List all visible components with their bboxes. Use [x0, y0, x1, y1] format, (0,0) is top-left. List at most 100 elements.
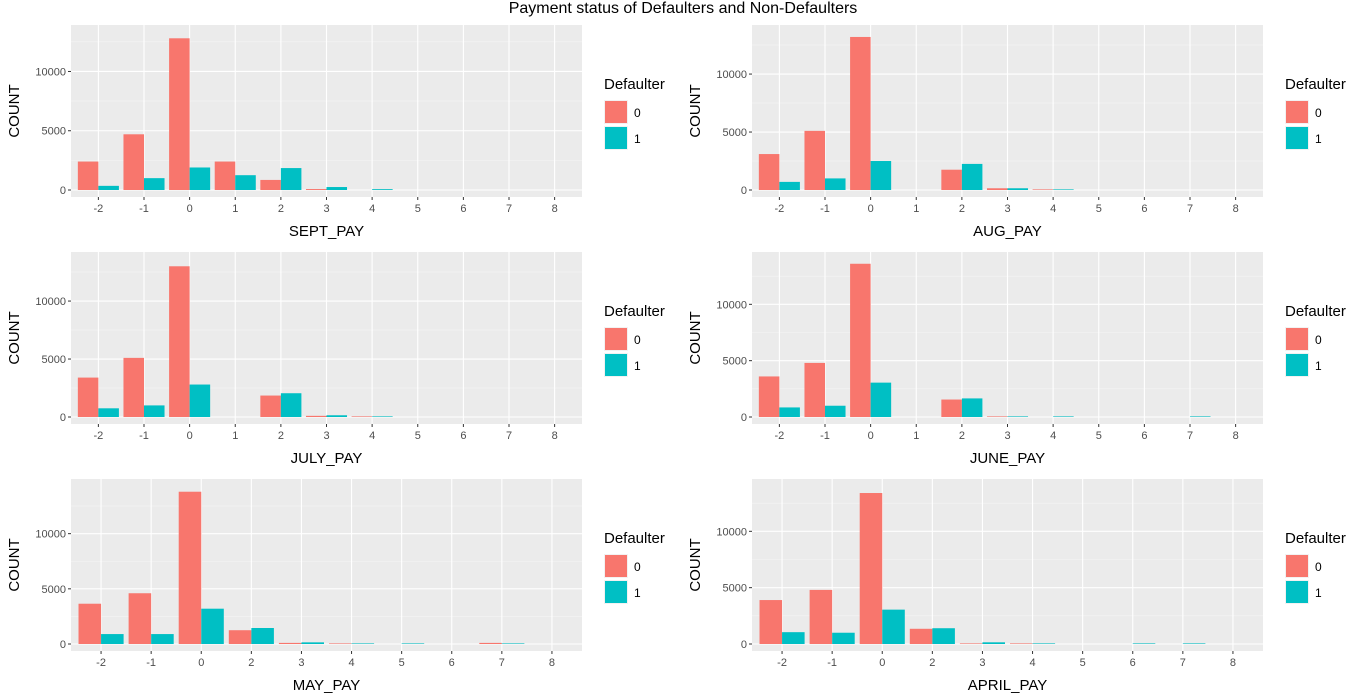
bar-july_pay-defaulter-1--2 — [98, 408, 119, 417]
bar-sept_pay-defaulter-0-2 — [260, 179, 281, 190]
legend-label-0: 0 — [1315, 106, 1322, 120]
bar-june_pay-defaulter-1-0 — [870, 382, 892, 417]
bar-april_pay-defaulter-1-0 — [882, 609, 905, 644]
bar-july_pay-defaulter-0--2 — [77, 377, 99, 417]
bar-may_pay-defaulter-1--2 — [101, 634, 124, 644]
x-tick-label: -2 — [777, 657, 787, 669]
x-tick-label: 4 — [348, 657, 354, 669]
legend-key-1 — [605, 581, 627, 603]
x-tick-label: 5 — [1096, 430, 1102, 442]
x-tick-label: 7 — [499, 657, 505, 669]
x-tick-label: 1 — [232, 203, 238, 215]
x-axis-label: AUG_PAY — [973, 223, 1042, 240]
x-tick-label: 7 — [1187, 430, 1193, 442]
y-tick-label: 10000 — [35, 529, 66, 541]
bar-aug_pay-defaulter-1-2 — [961, 163, 983, 190]
chart-panel-june-pay: 0 5000 10000 -2 -1 0 1 2 3 4 5 6 7 8 JUNE_PAY COUNT Defa… — [687, 252, 1346, 467]
bar-july_pay-defaulter-1-3 — [326, 415, 348, 417]
bar-may_pay-defaulter-0-2 — [228, 630, 252, 644]
y-tick-label: 5000 — [42, 126, 66, 138]
x-tick-label: 2 — [959, 203, 965, 215]
bar-june_pay-defaulter-1-7 — [1190, 416, 1211, 417]
chart-panel-april-pay: 0 5000 10000 -2 -1 0 2 3 4 5 6 7 8 APRIL_PAY COUNT Defa… — [687, 479, 1346, 694]
legend-label-1: 1 — [634, 132, 641, 146]
legend-title: Defaulter — [1285, 303, 1346, 320]
x-tick-label: 2 — [929, 657, 935, 669]
y-tick-label: 0 — [60, 412, 66, 424]
y-axis-label: COUNT — [687, 311, 704, 364]
x-axis-label: MAY_PAY — [293, 677, 361, 694]
x-tick-label: 8 — [549, 657, 555, 669]
bar-may_pay-defaulter-1-4 — [351, 643, 375, 644]
y-tick-label: 10000 — [716, 299, 747, 311]
bar-aug_pay-defaulter-1--2 — [779, 181, 800, 190]
legend-key-0 — [605, 555, 627, 577]
x-tick-label: 1 — [232, 430, 238, 442]
y-tick-label: 0 — [741, 185, 747, 197]
x-tick-label: 4 — [1029, 657, 1035, 669]
chart-panel-aug-pay: 0 5000 10000 -2 -1 0 1 2 3 4 5 6 7 8 AUG_PAY COUNT Defau… — [687, 25, 1346, 240]
bar-july_pay-defaulter-0-2 — [260, 395, 281, 417]
bar-july_pay-defaulter-0--1 — [123, 357, 144, 417]
y-tick-label: 5000 — [42, 584, 66, 596]
y-tick-label: 0 — [741, 412, 747, 424]
legend-label-0: 0 — [634, 560, 641, 574]
bar-may_pay-defaulter-1-7 — [501, 643, 525, 644]
x-tick-label: 0 — [879, 657, 885, 669]
legend-label-1: 1 — [1315, 586, 1322, 600]
legend-label-1: 1 — [634, 359, 641, 373]
x-tick-label: 8 — [1233, 430, 1239, 442]
bar-june_pay-defaulter-0--1 — [804, 362, 825, 417]
y-tick-label: 10000 — [716, 526, 747, 538]
x-tick-label: 5 — [1080, 657, 1086, 669]
bar-july_pay-defaulter-1-4 — [372, 416, 393, 417]
bar-april_pay-defaulter-0-2 — [909, 628, 933, 644]
bar-may_pay-defaulter-0-3 — [278, 642, 302, 644]
bar-april_pay-defaulter-0-3 — [959, 643, 983, 644]
x-axis-label: JUNE_PAY — [970, 450, 1045, 467]
legend-label-1: 1 — [634, 586, 641, 600]
x-tick-label: 3 — [323, 430, 329, 442]
x-tick-label: 4 — [1050, 203, 1056, 215]
bar-may_pay-defaulter-0--2 — [78, 603, 102, 644]
bar-april_pay-defaulter-1-6 — [1132, 643, 1156, 644]
bar-april_pay-defaulter-1--2 — [782, 632, 805, 644]
legend-title: Defaulter — [1285, 530, 1346, 547]
bar-sept_pay-defaulter-1--2 — [98, 185, 119, 190]
bar-may_pay-defaulter-1-5 — [401, 643, 425, 644]
x-tick-label: -2 — [93, 430, 103, 442]
x-tick-label: 6 — [449, 657, 455, 669]
legend-title: Defaulter — [1285, 76, 1346, 93]
x-tick-label: -2 — [774, 430, 784, 442]
x-tick-label: 3 — [1004, 430, 1010, 442]
y-axis-label: COUNT — [687, 84, 704, 137]
x-tick-label: 2 — [278, 430, 284, 442]
panel-background — [752, 479, 1263, 651]
x-tick-label: 7 — [1187, 203, 1193, 215]
bar-aug_pay-defaulter-0-2 — [941, 169, 962, 190]
x-tick-label: 8 — [552, 430, 558, 442]
bar-may_pay-defaulter-1--1 — [151, 634, 174, 644]
x-tick-label: -1 — [820, 203, 830, 215]
legend-label-0: 0 — [1315, 333, 1322, 347]
bar-june_pay-defaulter-0-2 — [941, 399, 962, 417]
bar-aug_pay-defaulter-0-3 — [986, 188, 1008, 190]
x-tick-label: 0 — [868, 430, 874, 442]
legend-key-0 — [1286, 328, 1308, 350]
bar-june_pay-defaulter-1--2 — [779, 407, 800, 417]
x-tick-label: 6 — [460, 430, 466, 442]
chart-panel-may-pay: 0 5000 10000 -2 -1 0 2 3 4 5 6 7 8 MAY_PAY COUNT Defaul… — [6, 479, 665, 694]
y-tick-label: 10000 — [35, 296, 66, 308]
legend: Defaulter 0 1 — [1285, 76, 1346, 150]
x-tick-label: 4 — [369, 203, 375, 215]
x-axis-label: SEPT_PAY — [289, 223, 364, 240]
bar-aug_pay-defaulter-1-3 — [1007, 188, 1029, 190]
legend-key-1 — [1286, 127, 1308, 149]
bar-aug_pay-defaulter-0-4 — [1032, 189, 1054, 190]
x-tick-label: -1 — [820, 430, 830, 442]
bar-june_pay-defaulter-1-4 — [1053, 416, 1074, 417]
x-tick-label: 8 — [552, 203, 558, 215]
legend: Defaulter 0 1 — [604, 76, 665, 150]
x-tick-label: 7 — [506, 430, 512, 442]
x-tick-label: 2 — [248, 657, 254, 669]
